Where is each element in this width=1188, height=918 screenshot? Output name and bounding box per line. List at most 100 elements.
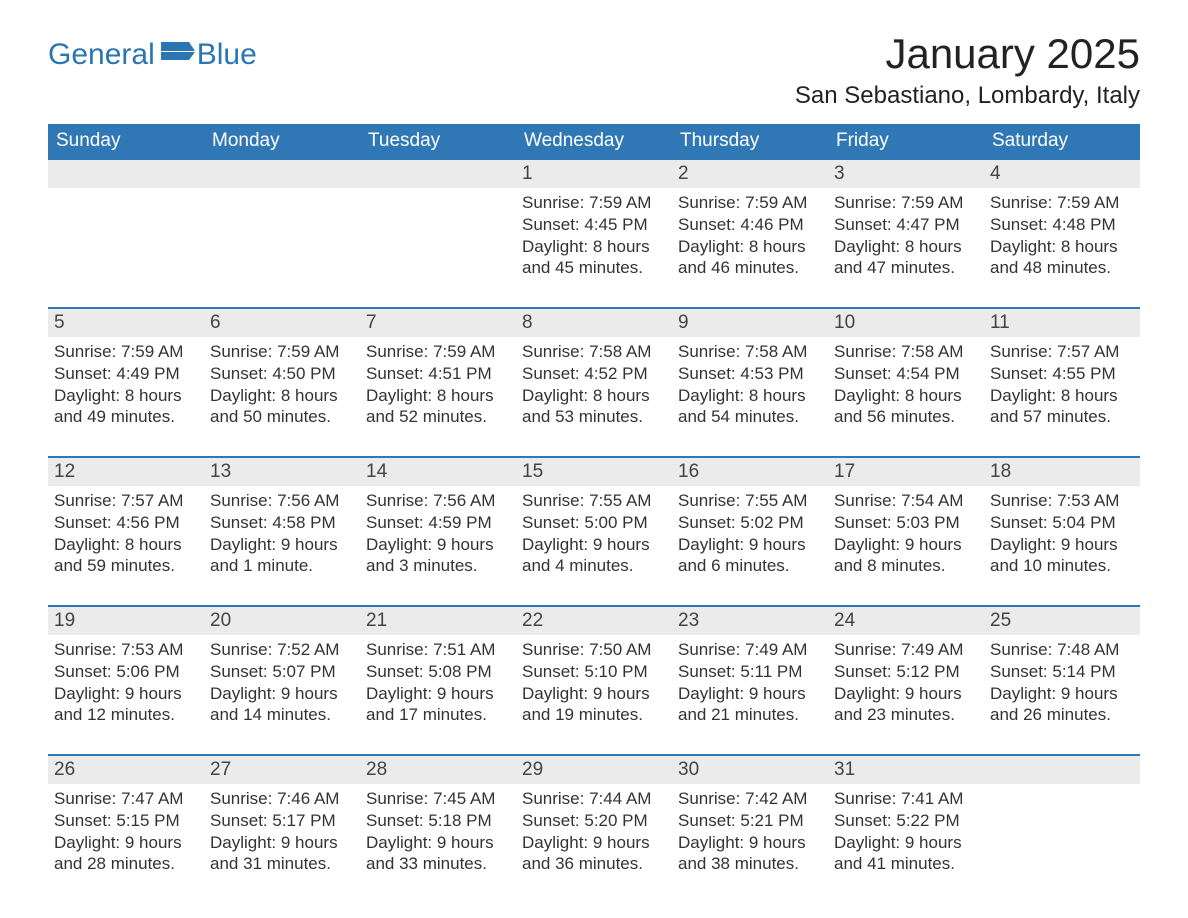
- sunrise-line: Sunrise: 7:47 AM: [54, 788, 198, 810]
- daylight-line: Daylight: 9 hours and 41 minutes.: [834, 832, 978, 876]
- daylight-line: Daylight: 9 hours and 10 minutes.: [990, 534, 1134, 578]
- sunset-line: Sunset: 5:20 PM: [522, 810, 666, 832]
- sunrise-line: Sunrise: 7:57 AM: [990, 341, 1134, 363]
- daylight-line: Daylight: 8 hours and 49 minutes.: [54, 385, 198, 429]
- day-detail-cell: Sunrise: 7:59 AMSunset: 4:50 PMDaylight:…: [204, 337, 360, 457]
- day-number-cell: 2: [672, 159, 828, 188]
- day-detail-cell: Sunrise: 7:44 AMSunset: 5:20 PMDaylight:…: [516, 784, 672, 881]
- sunrise-line: Sunrise: 7:59 AM: [834, 192, 978, 214]
- weekday-header: Tuesday: [360, 124, 516, 159]
- daylight-line: Daylight: 8 hours and 54 minutes.: [678, 385, 822, 429]
- day-detail-cell: Sunrise: 7:59 AMSunset: 4:49 PMDaylight:…: [48, 337, 204, 457]
- sunrise-line: Sunrise: 7:59 AM: [210, 341, 354, 363]
- sunrise-line: Sunrise: 7:45 AM: [366, 788, 510, 810]
- daylight-line: Daylight: 9 hours and 8 minutes.: [834, 534, 978, 578]
- day-detail-cell: Sunrise: 7:58 AMSunset: 4:52 PMDaylight:…: [516, 337, 672, 457]
- sunset-line: Sunset: 5:03 PM: [834, 512, 978, 534]
- sunrise-line: Sunrise: 7:54 AM: [834, 490, 978, 512]
- sunset-line: Sunset: 4:58 PM: [210, 512, 354, 534]
- daylight-line: Daylight: 9 hours and 33 minutes.: [366, 832, 510, 876]
- day-detail-cell: Sunrise: 7:53 AMSunset: 5:04 PMDaylight:…: [984, 486, 1140, 606]
- daylight-line: Daylight: 8 hours and 47 minutes.: [834, 236, 978, 280]
- sunset-line: Sunset: 5:14 PM: [990, 661, 1134, 683]
- daylight-line: Daylight: 8 hours and 57 minutes.: [990, 385, 1134, 429]
- day-number-cell: 3: [828, 159, 984, 188]
- day-number-cell: 8: [516, 308, 672, 337]
- sunset-line: Sunset: 5:08 PM: [366, 661, 510, 683]
- day-detail-cell: Sunrise: 7:59 AMSunset: 4:47 PMDaylight:…: [828, 188, 984, 308]
- daylight-line: Daylight: 9 hours and 12 minutes.: [54, 683, 198, 727]
- sunset-line: Sunset: 4:59 PM: [366, 512, 510, 534]
- calendar-table: Sunday Monday Tuesday Wednesday Thursday…: [48, 124, 1140, 881]
- daylight-line: Daylight: 8 hours and 56 minutes.: [834, 385, 978, 429]
- day-number-cell: 1: [516, 159, 672, 188]
- day-detail-cell: Sunrise: 7:59 AMSunset: 4:48 PMDaylight:…: [984, 188, 1140, 308]
- day-number-cell: [360, 159, 516, 188]
- weekday-header-row: Sunday Monday Tuesday Wednesday Thursday…: [48, 124, 1140, 159]
- day-detail-cell: Sunrise: 7:57 AMSunset: 4:56 PMDaylight:…: [48, 486, 204, 606]
- sunrise-line: Sunrise: 7:41 AM: [834, 788, 978, 810]
- sunset-line: Sunset: 4:54 PM: [834, 363, 978, 385]
- weekday-header: Wednesday: [516, 124, 672, 159]
- day-number-cell: 5: [48, 308, 204, 337]
- day-number-cell: 14: [360, 457, 516, 486]
- daylight-line: Daylight: 9 hours and 21 minutes.: [678, 683, 822, 727]
- sunset-line: Sunset: 5:17 PM: [210, 810, 354, 832]
- sunrise-line: Sunrise: 7:55 AM: [678, 490, 822, 512]
- sunrise-line: Sunrise: 7:58 AM: [522, 341, 666, 363]
- sunset-line: Sunset: 5:10 PM: [522, 661, 666, 683]
- sunrise-line: Sunrise: 7:59 AM: [990, 192, 1134, 214]
- day-detail-cell: Sunrise: 7:55 AMSunset: 5:00 PMDaylight:…: [516, 486, 672, 606]
- day-number-cell: 23: [672, 606, 828, 635]
- daylight-line: Daylight: 9 hours and 6 minutes.: [678, 534, 822, 578]
- day-detail-cell: Sunrise: 7:56 AMSunset: 4:59 PMDaylight:…: [360, 486, 516, 606]
- sunset-line: Sunset: 5:07 PM: [210, 661, 354, 683]
- sunrise-line: Sunrise: 7:59 AM: [54, 341, 198, 363]
- day-detail-cell: Sunrise: 7:50 AMSunset: 5:10 PMDaylight:…: [516, 635, 672, 755]
- day-detail-cell: [48, 188, 204, 308]
- detail-row: Sunrise: 7:59 AMSunset: 4:49 PMDaylight:…: [48, 337, 1140, 457]
- sunset-line: Sunset: 5:22 PM: [834, 810, 978, 832]
- daylight-line: Daylight: 9 hours and 3 minutes.: [366, 534, 510, 578]
- day-detail-cell: Sunrise: 7:59 AMSunset: 4:46 PMDaylight:…: [672, 188, 828, 308]
- day-number-cell: 29: [516, 755, 672, 784]
- daylight-line: Daylight: 9 hours and 14 minutes.: [210, 683, 354, 727]
- daylight-line: Daylight: 9 hours and 36 minutes.: [522, 832, 666, 876]
- sunrise-line: Sunrise: 7:58 AM: [834, 341, 978, 363]
- flag-icon: [161, 38, 195, 72]
- sunrise-line: Sunrise: 7:55 AM: [522, 490, 666, 512]
- weekday-header: Thursday: [672, 124, 828, 159]
- page-header: General Blue January 2025 San Sebastiano…: [48, 30, 1140, 110]
- daylight-line: Daylight: 8 hours and 52 minutes.: [366, 385, 510, 429]
- location-subtitle: San Sebastiano, Lombardy, Italy: [795, 82, 1140, 110]
- daylight-line: Daylight: 9 hours and 23 minutes.: [834, 683, 978, 727]
- day-detail-cell: Sunrise: 7:58 AMSunset: 4:53 PMDaylight:…: [672, 337, 828, 457]
- day-number-cell: 30: [672, 755, 828, 784]
- sunset-line: Sunset: 4:51 PM: [366, 363, 510, 385]
- sunrise-line: Sunrise: 7:46 AM: [210, 788, 354, 810]
- sunset-line: Sunset: 5:00 PM: [522, 512, 666, 534]
- day-number-cell: 20: [204, 606, 360, 635]
- sunset-line: Sunset: 5:04 PM: [990, 512, 1134, 534]
- sunset-line: Sunset: 4:45 PM: [522, 214, 666, 236]
- day-detail-cell: Sunrise: 7:46 AMSunset: 5:17 PMDaylight:…: [204, 784, 360, 881]
- day-detail-cell: [360, 188, 516, 308]
- day-number-cell: 6: [204, 308, 360, 337]
- sunset-line: Sunset: 5:15 PM: [54, 810, 198, 832]
- detail-row: Sunrise: 7:53 AMSunset: 5:06 PMDaylight:…: [48, 635, 1140, 755]
- daylight-line: Daylight: 8 hours and 50 minutes.: [210, 385, 354, 429]
- day-detail-cell: Sunrise: 7:53 AMSunset: 5:06 PMDaylight:…: [48, 635, 204, 755]
- day-number-cell: 11: [984, 308, 1140, 337]
- sunset-line: Sunset: 5:18 PM: [366, 810, 510, 832]
- sunset-line: Sunset: 5:06 PM: [54, 661, 198, 683]
- day-detail-cell: Sunrise: 7:51 AMSunset: 5:08 PMDaylight:…: [360, 635, 516, 755]
- sunset-line: Sunset: 4:47 PM: [834, 214, 978, 236]
- daylight-line: Daylight: 9 hours and 1 minute.: [210, 534, 354, 578]
- day-detail-cell: Sunrise: 7:48 AMSunset: 5:14 PMDaylight:…: [984, 635, 1140, 755]
- day-number-cell: [984, 755, 1140, 784]
- sunrise-line: Sunrise: 7:59 AM: [522, 192, 666, 214]
- sunset-line: Sunset: 4:56 PM: [54, 512, 198, 534]
- sunset-line: Sunset: 4:48 PM: [990, 214, 1134, 236]
- day-number-cell: 31: [828, 755, 984, 784]
- day-number-cell: 25: [984, 606, 1140, 635]
